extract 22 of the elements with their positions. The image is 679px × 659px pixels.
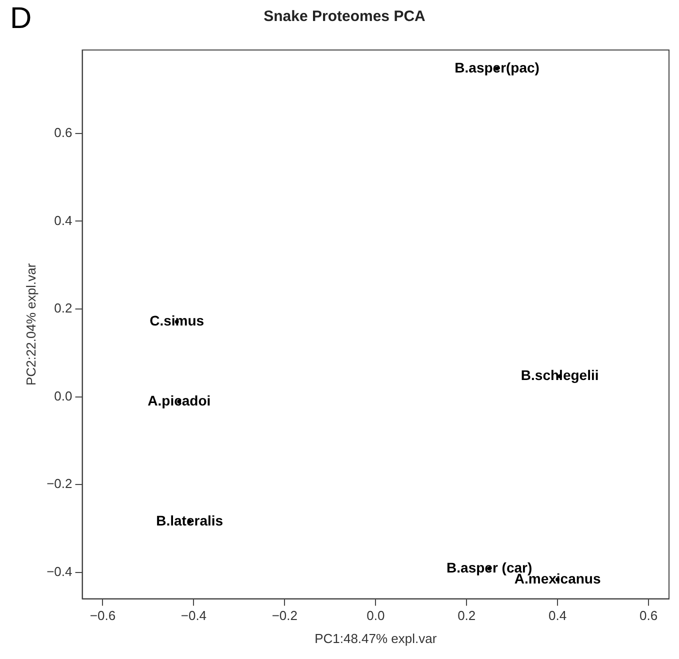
y-tick-label: 0.0 (54, 388, 72, 404)
x-tick-label: −0.6 (90, 608, 116, 624)
x-axis-title: PC1:48.47% expl.var (314, 630, 438, 646)
chart-title: Snake Proteomes PCA (264, 8, 426, 26)
series-label: C.simus (150, 312, 204, 329)
y-tick-label: 0.6 (54, 124, 72, 140)
y-axis-title: PC2:22.04% expl.var (23, 262, 38, 386)
y-tick-label: 0.2 (54, 300, 72, 316)
x-tick-label: 0.0 (366, 608, 385, 624)
x-tick-label: −0.4 (180, 608, 207, 624)
x-tick-label: 0.2 (458, 608, 476, 624)
x-tick-label: −0.2 (272, 608, 298, 624)
series-label: B.asper(pac) (454, 59, 540, 76)
series-label: B.lateralis (156, 512, 224, 528)
series-label: A.picadoi (148, 392, 211, 409)
x-tick-label: 0.6 (639, 608, 658, 624)
y-tick-label: −0.2 (46, 476, 72, 492)
y-tick-label: 0.4 (54, 212, 72, 228)
text: D (10, 2, 32, 36)
x-tick-label: 0.4 (548, 608, 567, 624)
series-label: B.schlegelii (520, 367, 599, 384)
y-tick-label: −0.4 (46, 564, 72, 580)
